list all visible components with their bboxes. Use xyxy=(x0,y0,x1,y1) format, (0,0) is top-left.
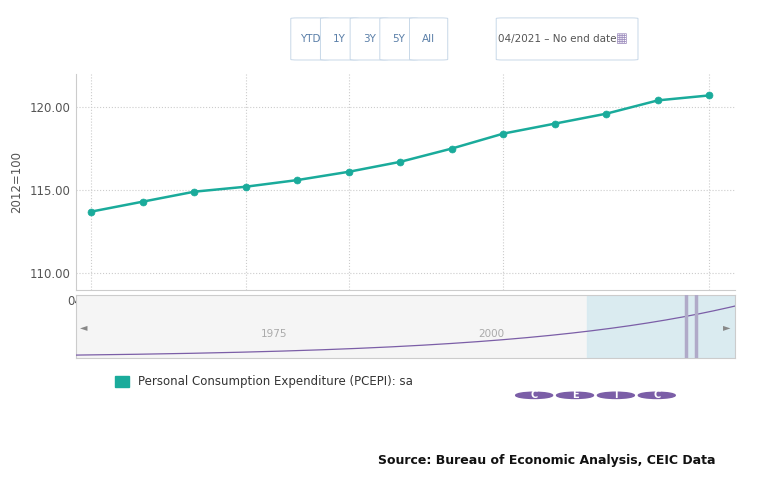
FancyBboxPatch shape xyxy=(496,18,638,60)
Text: 04/2021 – No end date: 04/2021 – No end date xyxy=(498,34,616,44)
Circle shape xyxy=(515,392,553,399)
Text: All: All xyxy=(422,34,435,44)
Text: ◄: ◄ xyxy=(80,322,88,332)
Text: 1Y: 1Y xyxy=(334,34,346,44)
Legend: Personal Consumption Expenditure (PCEPI): sa: Personal Consumption Expenditure (PCEPI)… xyxy=(114,375,413,388)
Text: YTD: YTD xyxy=(299,34,320,44)
FancyBboxPatch shape xyxy=(350,18,388,60)
Text: I: I xyxy=(614,390,618,400)
Text: 5Y: 5Y xyxy=(393,34,406,44)
Circle shape xyxy=(638,392,675,399)
Text: ▦: ▦ xyxy=(616,33,628,46)
Text: ►: ► xyxy=(723,322,731,332)
Text: C: C xyxy=(653,390,660,400)
FancyBboxPatch shape xyxy=(321,18,359,60)
Circle shape xyxy=(597,392,634,399)
Circle shape xyxy=(556,392,594,399)
FancyBboxPatch shape xyxy=(291,18,329,60)
Text: 3Y: 3Y xyxy=(363,34,376,44)
Text: E: E xyxy=(572,390,578,400)
Text: 2000: 2000 xyxy=(478,330,504,339)
FancyBboxPatch shape xyxy=(380,18,418,60)
Text: C: C xyxy=(531,390,537,400)
FancyBboxPatch shape xyxy=(409,18,448,60)
Bar xyxy=(587,295,735,358)
Text: 1975: 1975 xyxy=(261,330,287,339)
Text: Source: Bureau of Economic Analysis, CEIC Data: Source: Bureau of Economic Analysis, CEI… xyxy=(378,454,716,467)
Y-axis label: 2012=100: 2012=100 xyxy=(10,151,23,213)
